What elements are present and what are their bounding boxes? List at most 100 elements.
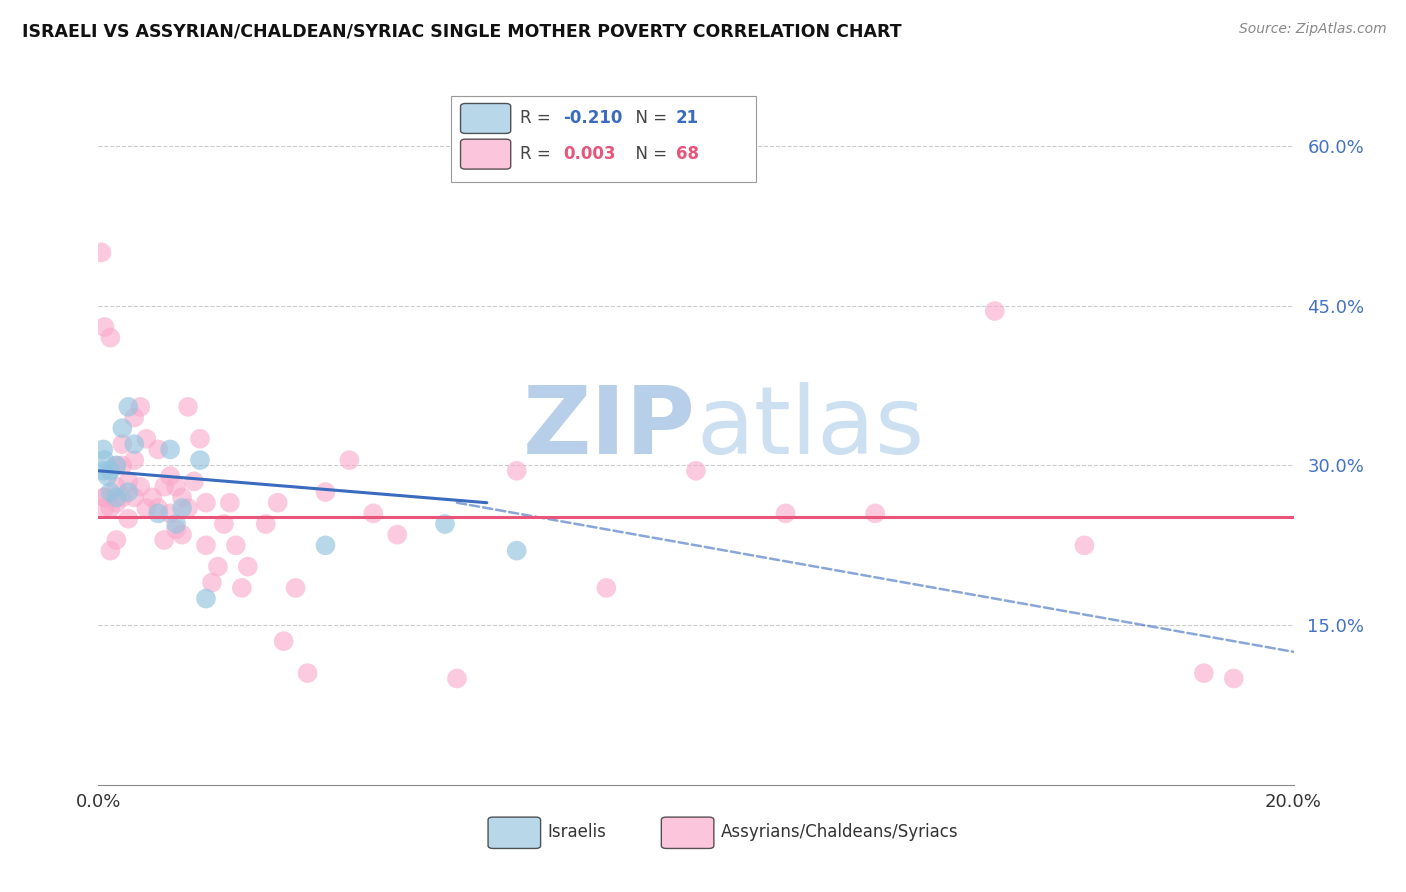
Point bbox=[105, 458, 128, 473]
Point bbox=[207, 559, 229, 574]
Point bbox=[124, 453, 146, 467]
FancyBboxPatch shape bbox=[488, 817, 541, 848]
Point bbox=[148, 442, 170, 457]
Point bbox=[105, 480, 128, 494]
Point bbox=[165, 522, 187, 536]
Point bbox=[90, 245, 112, 260]
Point bbox=[141, 491, 163, 505]
Text: N =: N = bbox=[626, 110, 673, 128]
Point bbox=[93, 320, 115, 334]
Point bbox=[172, 527, 194, 541]
Point bbox=[363, 507, 385, 521]
Text: 68: 68 bbox=[676, 145, 699, 163]
Point bbox=[129, 480, 152, 494]
Point bbox=[165, 516, 187, 531]
Point bbox=[98, 485, 122, 500]
FancyBboxPatch shape bbox=[461, 139, 510, 169]
Point bbox=[153, 480, 176, 494]
Point bbox=[172, 491, 194, 505]
Point bbox=[93, 501, 115, 516]
Point bbox=[105, 458, 128, 473]
Point bbox=[315, 485, 337, 500]
Text: Israelis: Israelis bbox=[548, 823, 606, 841]
Text: 21: 21 bbox=[676, 110, 699, 128]
Point bbox=[446, 672, 468, 686]
Point bbox=[148, 501, 170, 516]
Point bbox=[98, 464, 122, 478]
Point bbox=[1073, 538, 1095, 552]
Point bbox=[315, 538, 337, 552]
Point bbox=[385, 527, 409, 541]
Point bbox=[117, 485, 139, 500]
Point bbox=[172, 501, 194, 516]
Text: R =: R = bbox=[520, 110, 557, 128]
Point bbox=[267, 496, 290, 510]
Point bbox=[91, 442, 114, 457]
Point bbox=[159, 507, 181, 521]
Point bbox=[148, 507, 170, 521]
Point bbox=[183, 475, 205, 489]
Point bbox=[284, 581, 307, 595]
Point bbox=[93, 491, 115, 505]
Point bbox=[254, 516, 277, 531]
Text: N =: N = bbox=[626, 145, 673, 163]
Point bbox=[111, 458, 134, 473]
Point bbox=[685, 464, 707, 478]
Point bbox=[124, 491, 146, 505]
Point bbox=[219, 496, 242, 510]
Point bbox=[177, 400, 200, 414]
Point bbox=[111, 491, 134, 505]
FancyBboxPatch shape bbox=[461, 103, 510, 134]
Point bbox=[506, 543, 529, 558]
Point bbox=[98, 543, 122, 558]
Point bbox=[111, 437, 134, 451]
Point bbox=[165, 480, 187, 494]
Point bbox=[96, 469, 118, 483]
Text: ISRAELI VS ASSYRIAN/CHALDEAN/SYRIAC SINGLE MOTHER POVERTY CORRELATION CHART: ISRAELI VS ASSYRIAN/CHALDEAN/SYRIAC SING… bbox=[22, 22, 903, 40]
Point bbox=[595, 581, 617, 595]
FancyBboxPatch shape bbox=[451, 96, 756, 182]
Point bbox=[195, 496, 218, 510]
Point bbox=[98, 501, 122, 516]
Point bbox=[177, 501, 200, 516]
Point bbox=[153, 533, 176, 547]
Point bbox=[117, 400, 139, 414]
Text: -0.210: -0.210 bbox=[564, 110, 623, 128]
Point bbox=[506, 464, 529, 478]
Point bbox=[105, 491, 128, 505]
Point bbox=[984, 304, 1007, 318]
Point bbox=[195, 538, 218, 552]
Text: Source: ZipAtlas.com: Source: ZipAtlas.com bbox=[1239, 22, 1386, 37]
Text: ZIP: ZIP bbox=[523, 382, 696, 475]
Text: Assyrians/Chaldeans/Syriacs: Assyrians/Chaldeans/Syriacs bbox=[721, 823, 959, 841]
Point bbox=[188, 432, 211, 446]
Point bbox=[98, 331, 122, 345]
Point bbox=[339, 453, 361, 467]
Point bbox=[297, 666, 319, 681]
Point bbox=[1192, 666, 1215, 681]
FancyBboxPatch shape bbox=[661, 817, 714, 848]
Text: atlas: atlas bbox=[696, 382, 924, 475]
Point bbox=[212, 516, 235, 531]
Text: 0.003: 0.003 bbox=[564, 145, 616, 163]
Point bbox=[775, 507, 797, 521]
Point bbox=[201, 575, 224, 590]
Point bbox=[129, 400, 152, 414]
Point bbox=[117, 475, 139, 489]
Point bbox=[93, 491, 115, 505]
Point bbox=[135, 501, 157, 516]
Point bbox=[195, 591, 218, 606]
Point bbox=[159, 442, 181, 457]
Text: R =: R = bbox=[520, 145, 557, 163]
Point bbox=[111, 421, 134, 435]
Point bbox=[434, 516, 457, 531]
Point bbox=[117, 511, 139, 525]
Point bbox=[1223, 672, 1246, 686]
Point bbox=[105, 533, 128, 547]
Point bbox=[105, 496, 128, 510]
Point bbox=[124, 437, 146, 451]
Point bbox=[93, 453, 115, 467]
Point bbox=[93, 464, 115, 478]
Point bbox=[865, 507, 887, 521]
Point bbox=[231, 581, 253, 595]
